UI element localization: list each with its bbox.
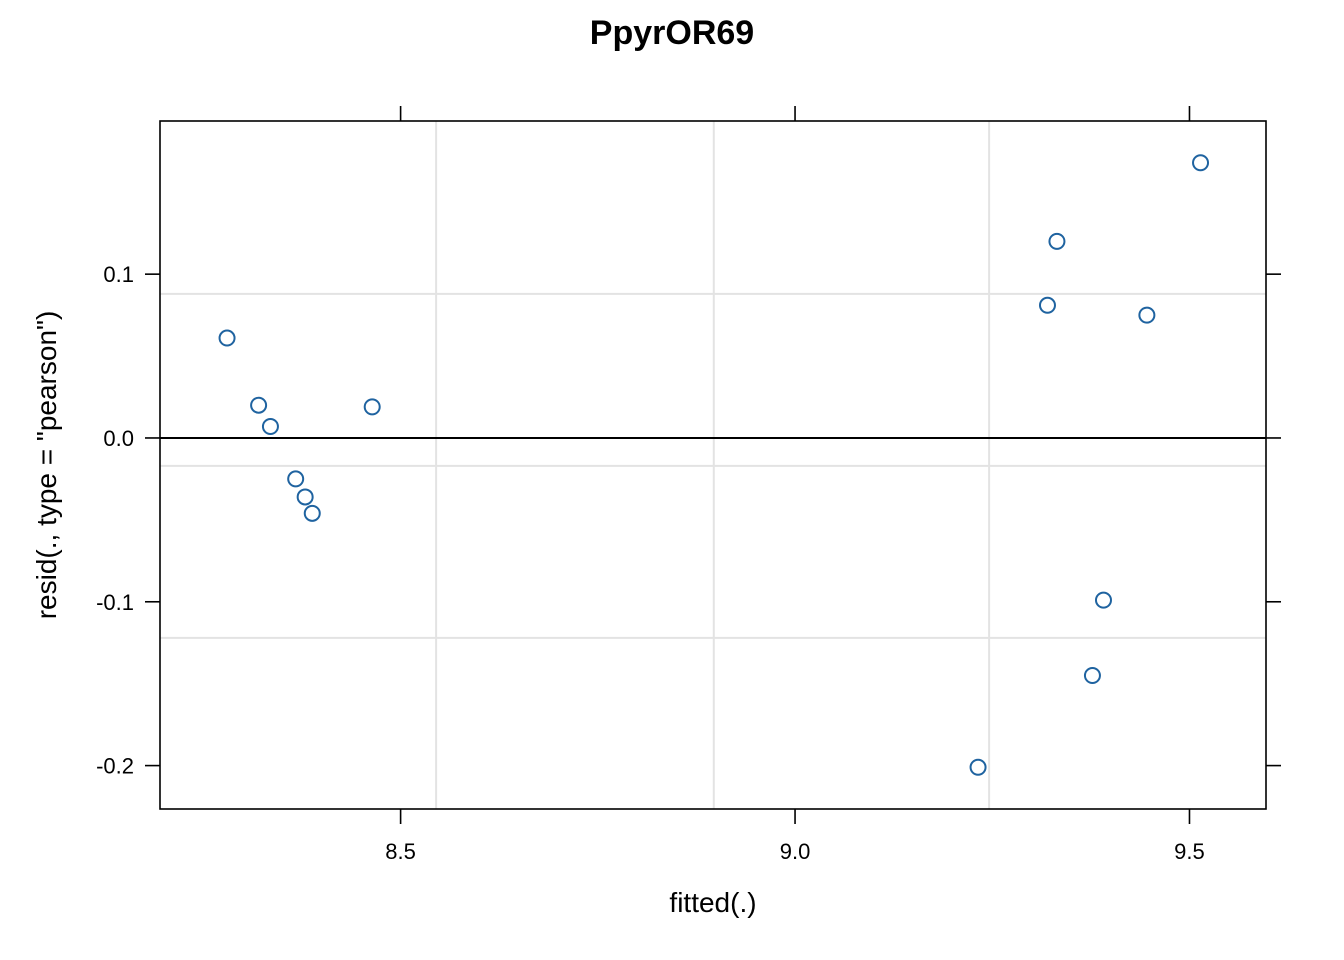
data-point (1048, 232, 1066, 250)
data-point (287, 470, 305, 488)
data-points (218, 154, 1210, 776)
data-point (1094, 591, 1112, 609)
data-point (1138, 306, 1156, 324)
data-point (1192, 154, 1210, 172)
data-point (261, 418, 279, 436)
y-tick-label: 0.1 (103, 262, 134, 287)
x-axis-label: fitted(.) (669, 887, 756, 918)
data-point (250, 396, 268, 414)
axis-ticks: 8.5 9.0 9.5 -0.2 -0.1 0.0 0.1 (96, 106, 1281, 864)
data-point (303, 504, 321, 522)
y-tick-label: -0.2 (96, 754, 134, 779)
grid-lines (160, 121, 1266, 809)
chart-title: PpyrOR69 (590, 14, 754, 52)
x-tick-label: 9.0 (780, 839, 811, 864)
plot-frame (159, 120, 1267, 810)
y-tick-label: -0.1 (96, 590, 134, 615)
data-point (363, 398, 381, 416)
y-axis-label: resid(., type = "pearson") (31, 311, 62, 620)
data-point (1038, 296, 1056, 314)
data-point (218, 329, 236, 347)
x-tick-label: 9.5 (1174, 839, 1205, 864)
data-point (296, 488, 314, 506)
data-point (969, 758, 987, 776)
data-point (1083, 666, 1101, 684)
x-tick-label: 8.5 (385, 839, 416, 864)
y-tick-label: 0.0 (103, 426, 134, 451)
